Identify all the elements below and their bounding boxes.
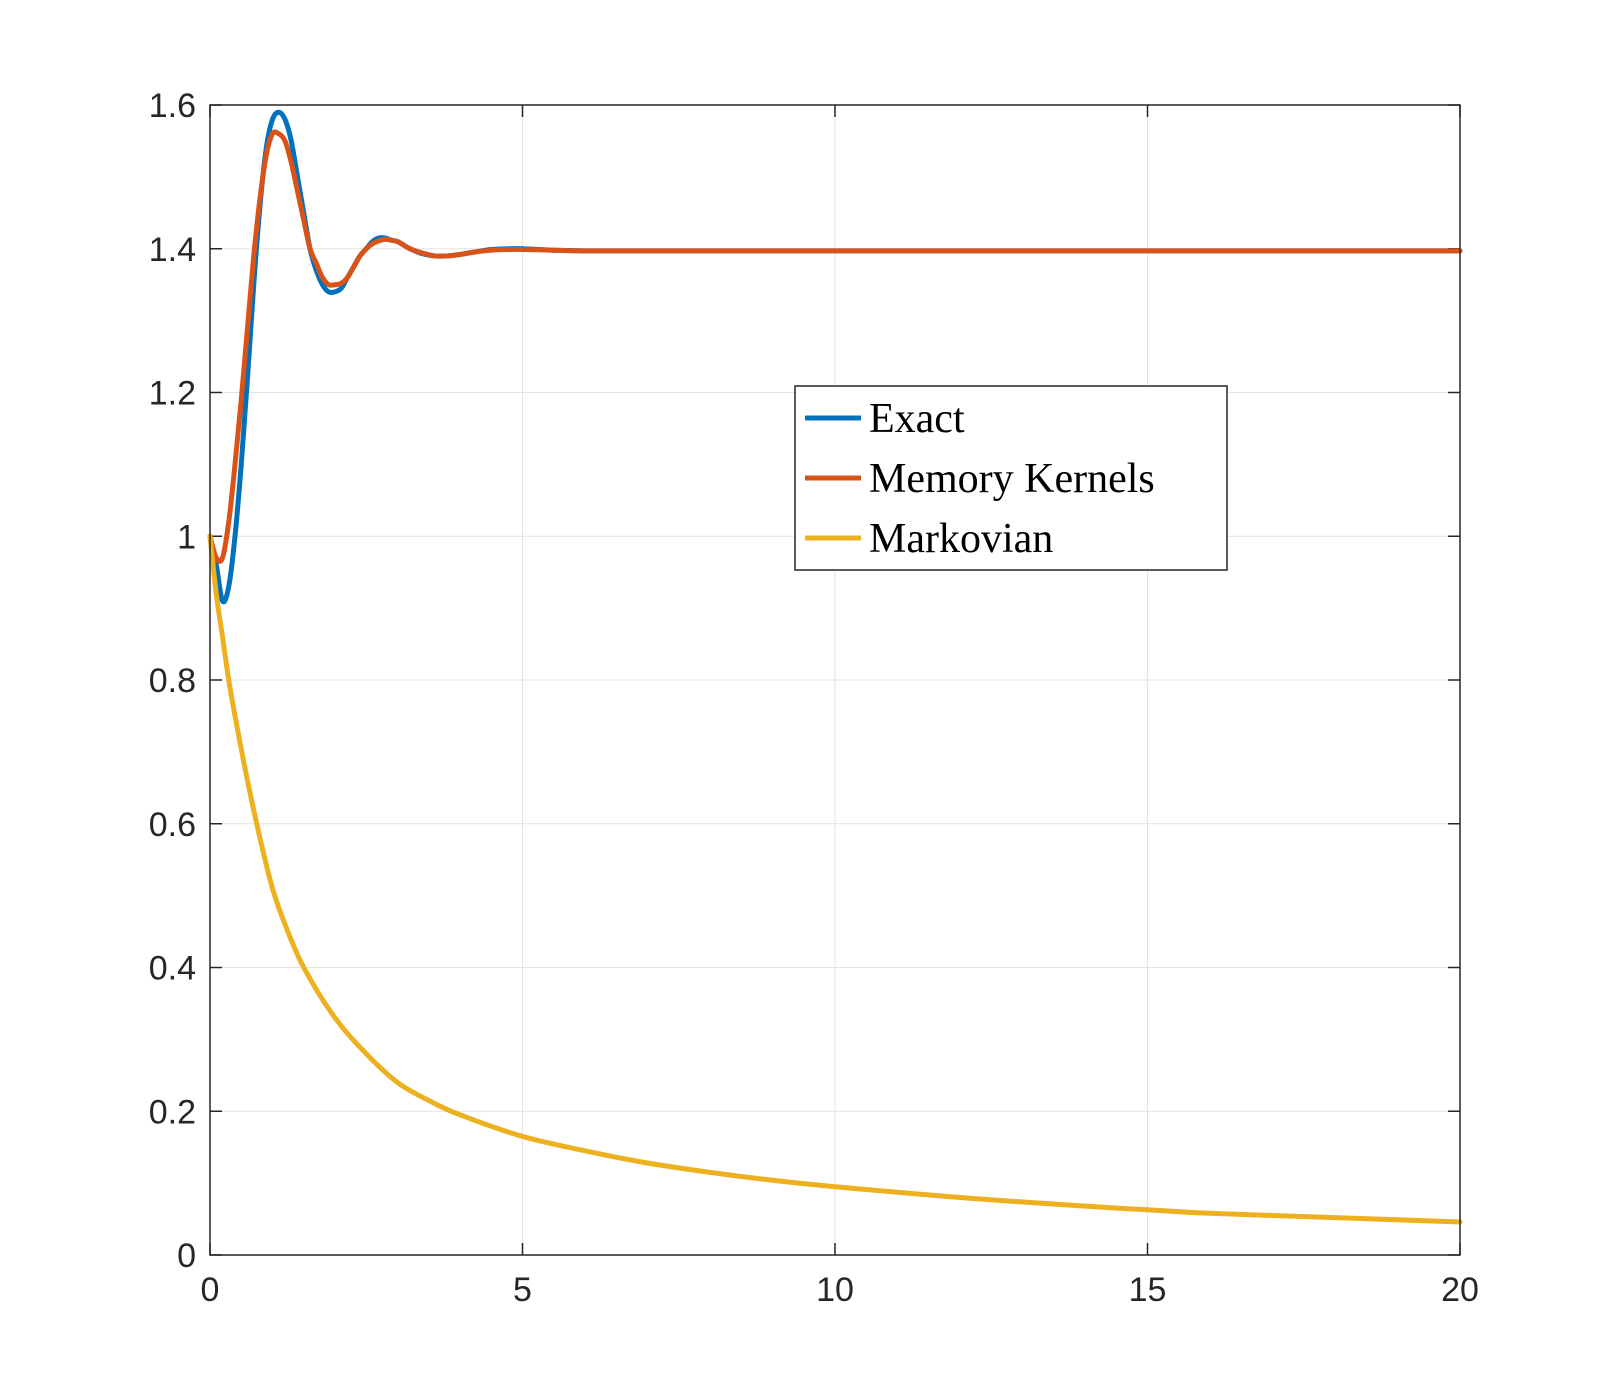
plot-frame: [209, 104, 1461, 1256]
y-tick-label: 0.4: [149, 950, 196, 988]
y-tick-label: 1: [177, 518, 196, 556]
x-tick-label: 5: [513, 1271, 532, 1309]
legend: Exact Memory Kernels Markovian: [794, 385, 1228, 571]
x-tick-label: 15: [1129, 1271, 1167, 1309]
tick-labels: 0 5 10 15 20 0 0.2 0.4 0.6 0.8 1 1.2 1.4 1.6: [149, 87, 1479, 1309]
series-line-memory-kernels: [207, 129, 1463, 564]
legend-label: Memory Kernels: [869, 456, 1155, 502]
y-tick-label: 1.4: [149, 231, 196, 269]
y-tick-label: 1.2: [149, 375, 196, 413]
x-tick-label: 10: [816, 1271, 854, 1309]
series-layer: [207, 109, 1463, 1225]
y-tick-label: 1.6: [149, 87, 196, 125]
y-tick-label: 0: [177, 1237, 196, 1275]
legend-label: Exact: [869, 396, 965, 442]
y-tick-label: 0.8: [149, 662, 196, 700]
x-tick-label: 0: [201, 1271, 220, 1309]
series-line-markovian: [207, 533, 1463, 1225]
legend-label: Markovian: [869, 516, 1053, 562]
x-tick-label: 20: [1441, 1271, 1479, 1309]
y-tick-label: 0.6: [149, 806, 196, 844]
y-tick-label: 0.2: [149, 1093, 196, 1131]
legend-box: [794, 385, 1228, 571]
